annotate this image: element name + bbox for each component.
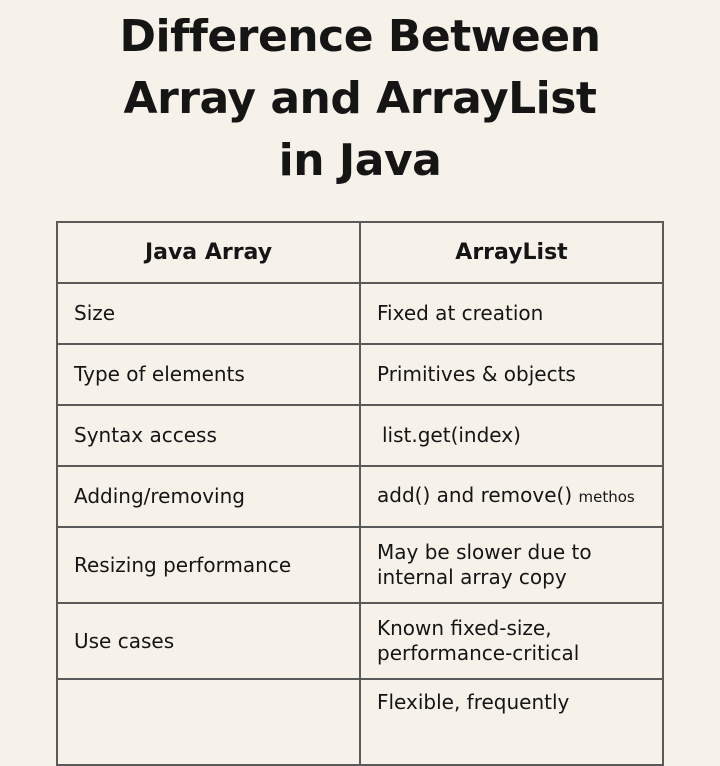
comparison-table: Java Array ArrayList Size Fixed at creat… <box>56 221 664 766</box>
arraylist-suffix: methos <box>578 488 635 506</box>
row-feature: Resizing performance <box>56 526 361 604</box>
row-feature: Type of elements <box>56 343 361 406</box>
row-arraylist-value: Primitives & objects <box>359 343 664 406</box>
row-arraylist-value: Flexible, frequently <box>359 678 664 766</box>
arraylist-line-2: performance-critical <box>377 641 580 665</box>
arraylist-line-1: May be slower due to <box>377 540 592 564</box>
table-row: Adding/removing add() and remove() metho… <box>56 465 664 528</box>
row-arraylist-value: Fixed at creation <box>359 282 664 345</box>
table-header-row: Java Array ArrayList <box>56 221 664 284</box>
table-row: Size Fixed at creation <box>56 282 664 345</box>
title-line-1: Difference Between <box>119 11 601 62</box>
row-feature <box>56 678 361 766</box>
header-java-array: Java Array <box>56 221 361 284</box>
table-row: Type of elements Primitives & objects <box>56 343 664 406</box>
title-line-2: Array and ArrayList <box>123 73 597 124</box>
row-arraylist-value: May be slower due to internal array copy <box>359 526 664 604</box>
table-row: Resizing performance May be slower due t… <box>56 526 664 604</box>
table-row: Syntax access list.get(index) <box>56 404 664 467</box>
arraylist-text: add() and remove() <box>377 483 573 507</box>
row-feature: Syntax access <box>56 404 361 467</box>
table-row: Flexible, frequently <box>56 678 664 766</box>
row-feature: Size <box>56 282 361 345</box>
arraylist-line-1: Known fixed-size, <box>377 616 552 640</box>
row-arraylist-value: add() and remove() methos <box>359 465 664 528</box>
row-feature: Use cases <box>56 602 361 680</box>
row-feature: Adding/removing <box>56 465 361 528</box>
page-title: Difference Between Array and ArrayList i… <box>0 6 720 192</box>
title-line-3: in Java <box>278 135 442 186</box>
row-arraylist-value: list.get(index) <box>359 404 664 467</box>
arraylist-line-2: internal array copy <box>377 565 567 589</box>
table-row: Use cases Known fixed-size, performance-c… <box>56 602 664 680</box>
header-arraylist: ArrayList <box>359 221 664 284</box>
row-arraylist-value: Known fixed-size, performance-critical <box>359 602 664 680</box>
